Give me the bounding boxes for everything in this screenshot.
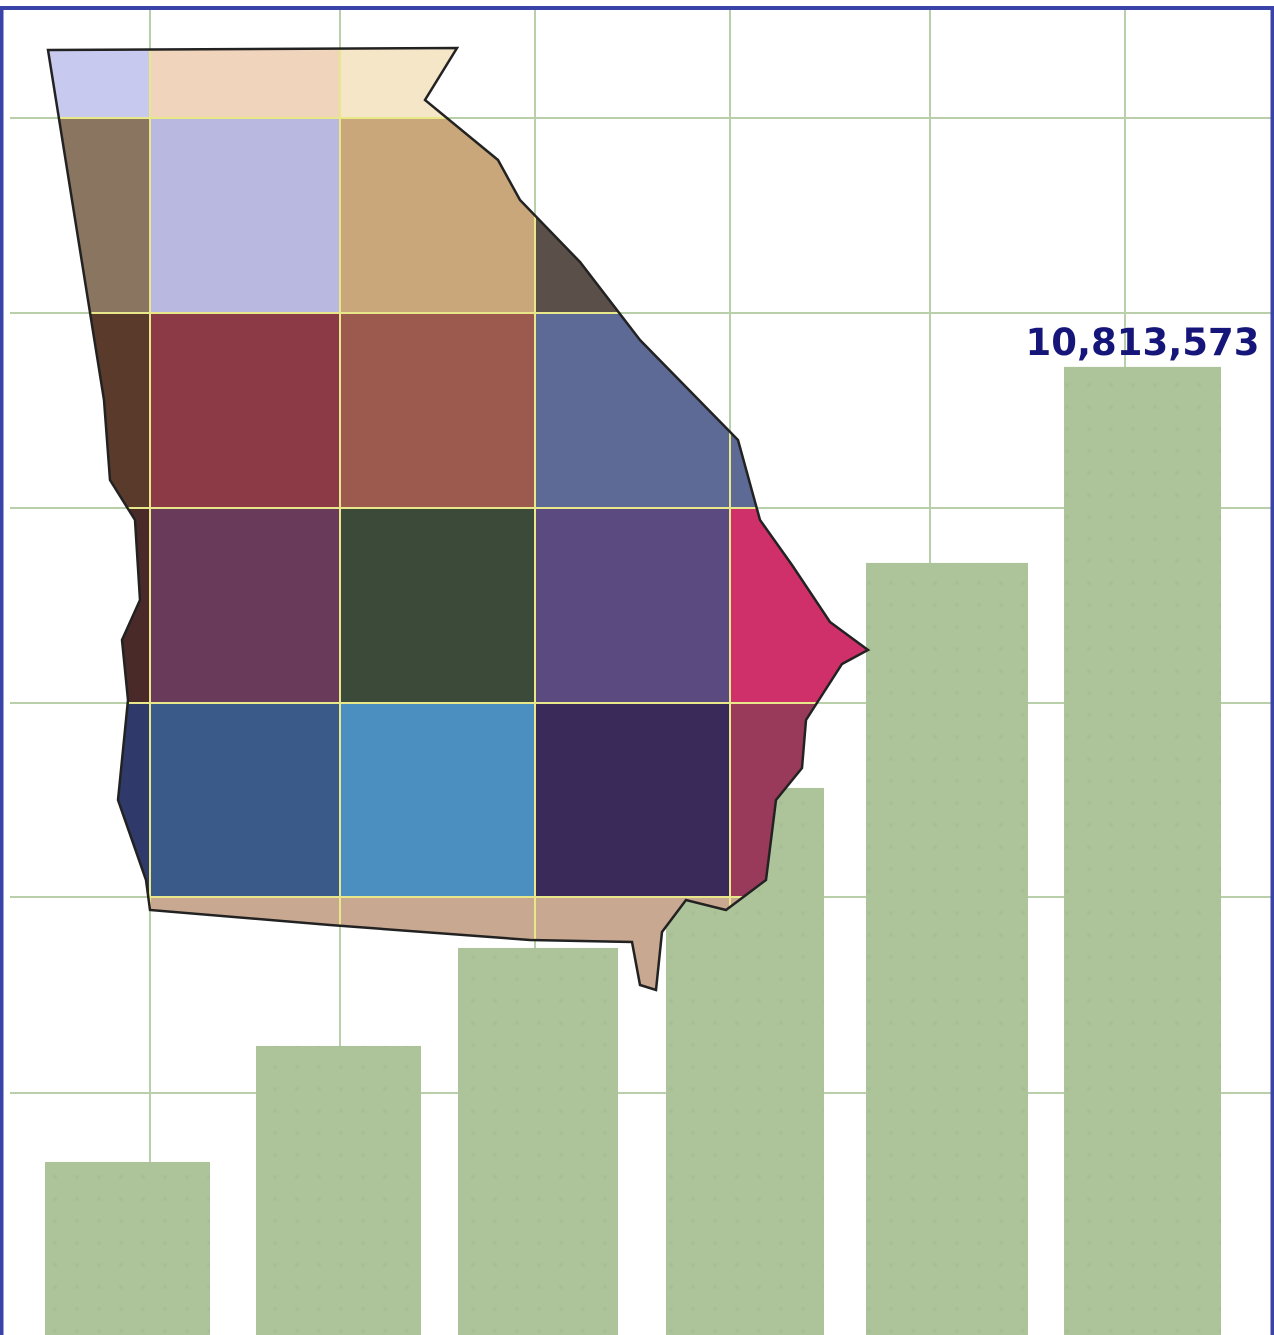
state-outline — [46, 46, 871, 992]
bars — [45, 366, 1221, 1335]
bar-texture — [256, 1045, 421, 1335]
bar-texture — [1064, 366, 1221, 1335]
value-label: 10,813,573 — [1025, 321, 1259, 364]
bar-texture — [458, 947, 618, 1335]
bar-texture — [45, 1161, 210, 1335]
bar-texture — [866, 562, 1028, 1335]
frame — [0, 6, 1274, 1335]
value-labels: 10,813,573 — [1025, 321, 1259, 364]
